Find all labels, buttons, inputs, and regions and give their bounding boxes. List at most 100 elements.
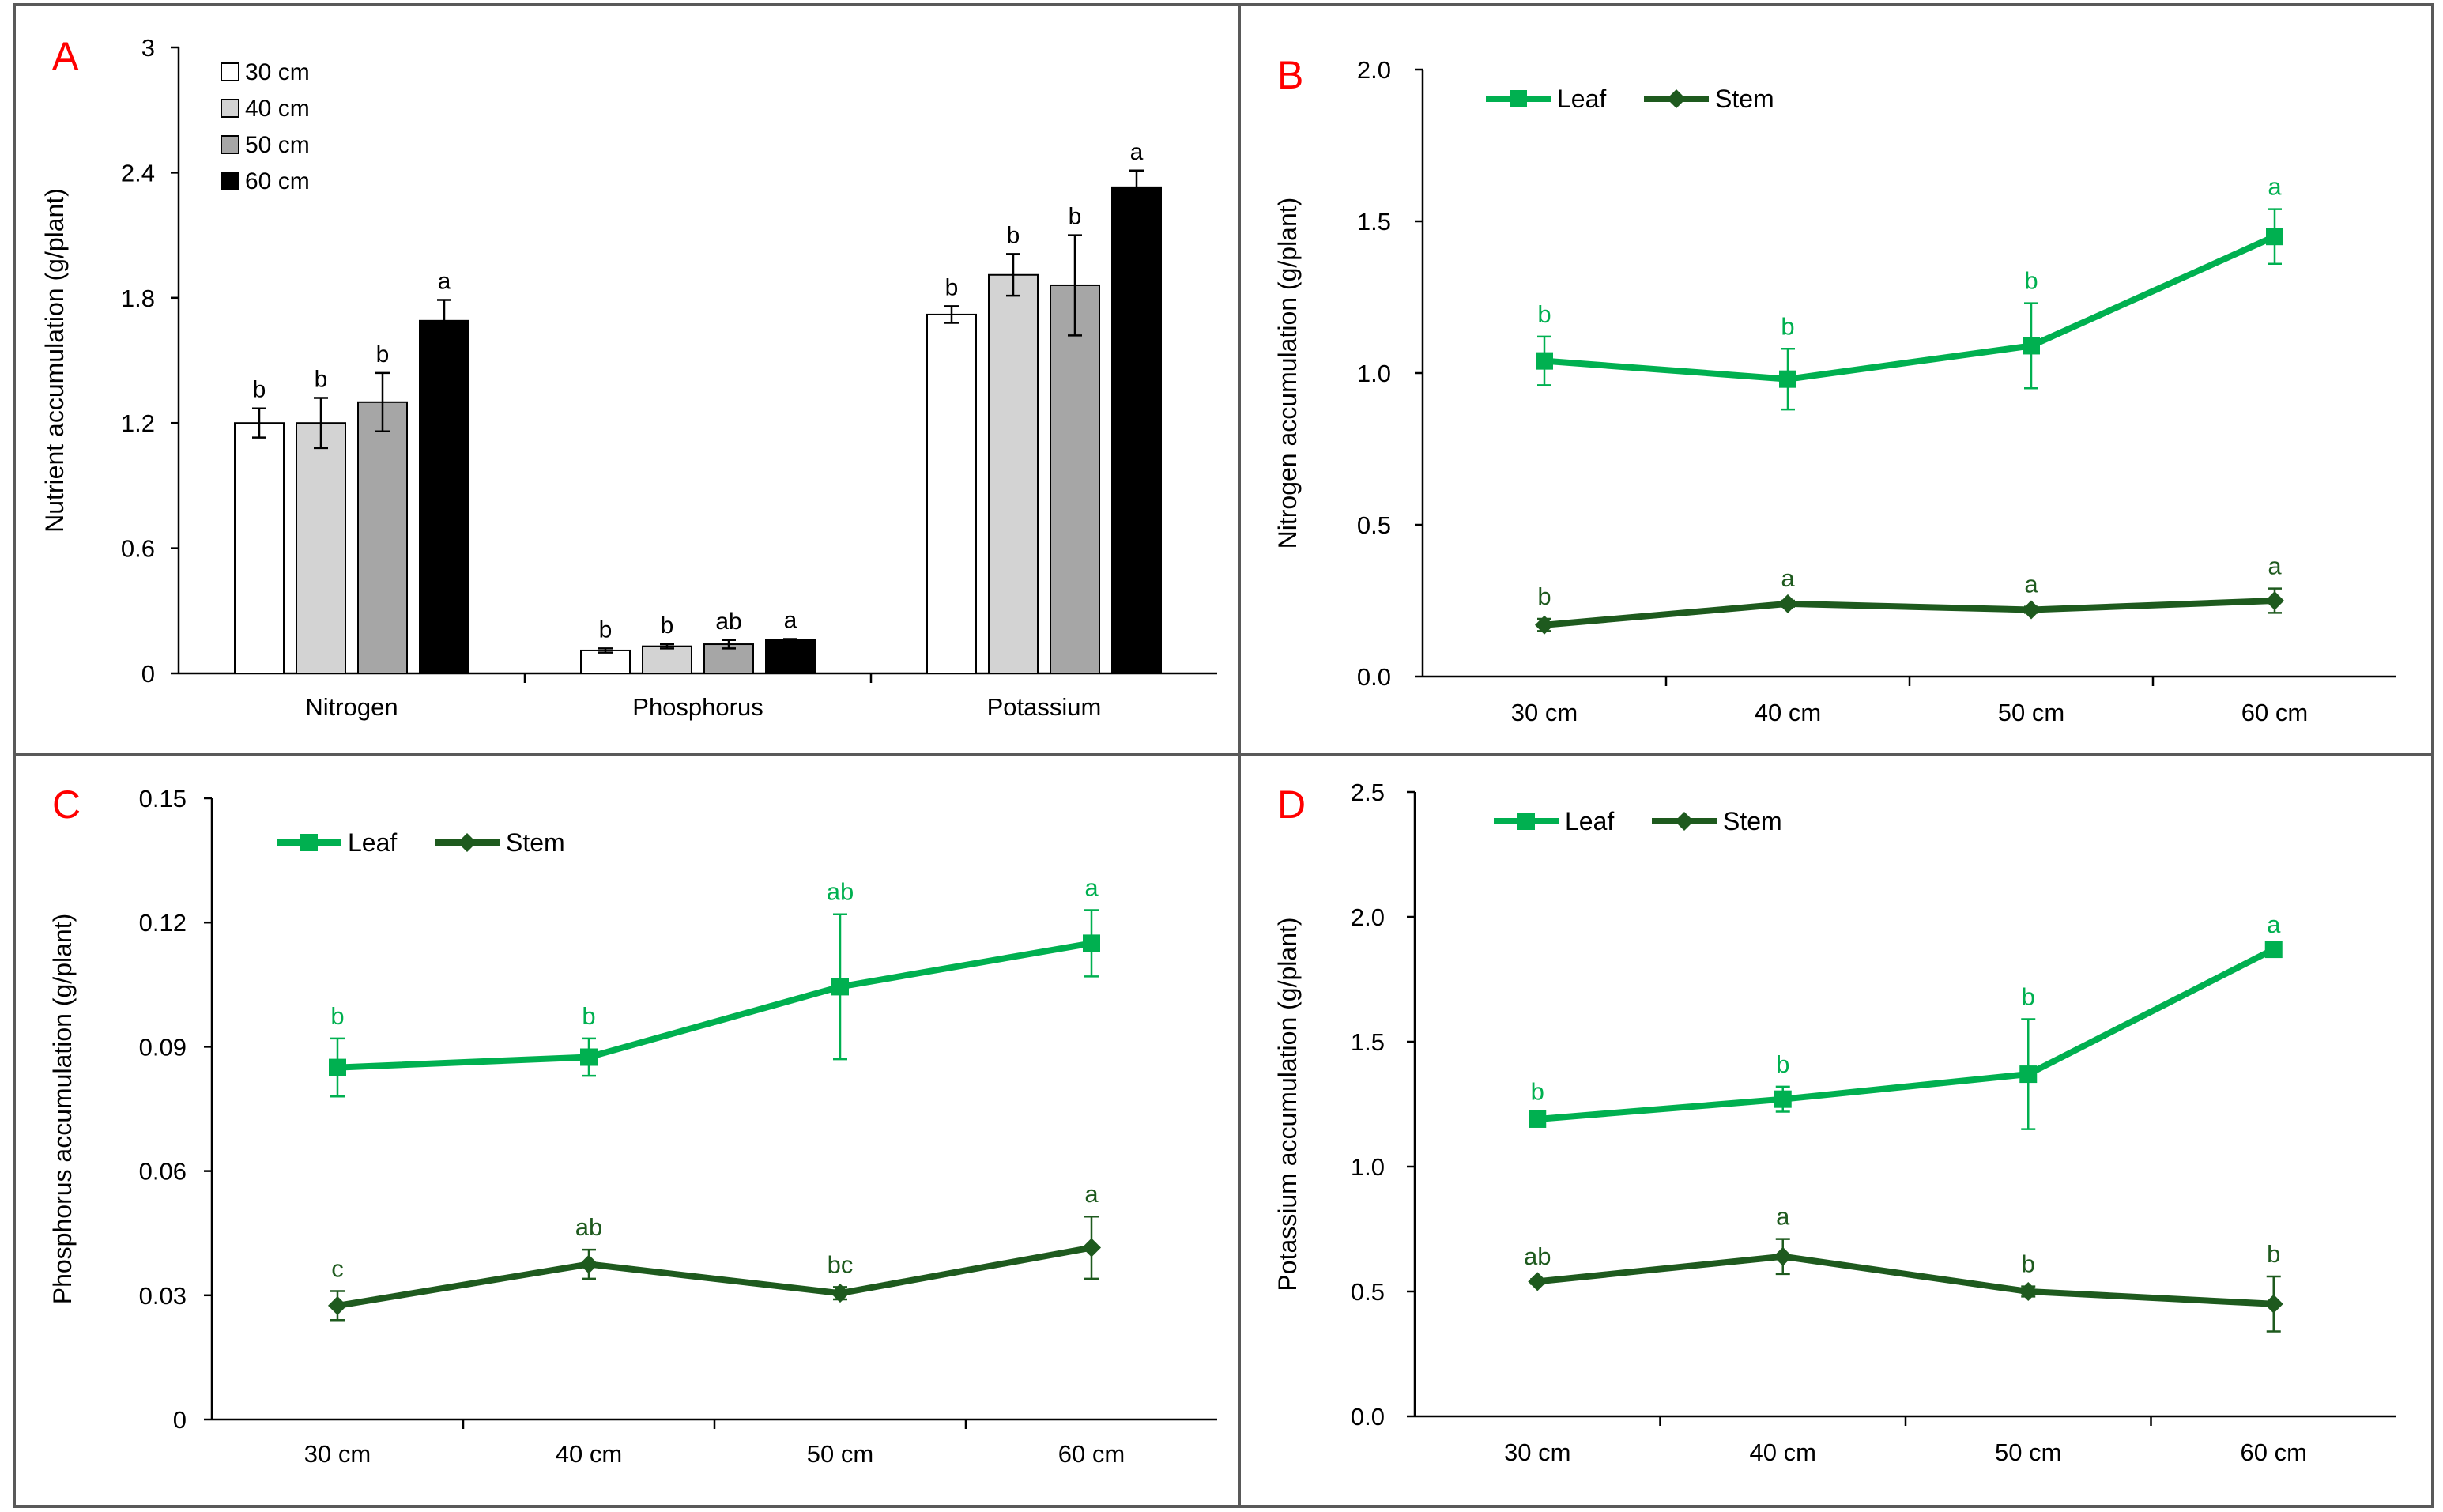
bar (1111, 186, 1162, 674)
y-tick-label: 2.4 (121, 159, 155, 187)
significance-letter: b (599, 616, 613, 643)
series-line (337, 1244, 1092, 1309)
bar (357, 401, 408, 674)
x-tick-label: 50 cm (1995, 1438, 2061, 1466)
y-tick-label: 0.12 (139, 909, 187, 937)
bar (580, 649, 631, 675)
significance-letter: a (1084, 873, 1099, 901)
diamond-marker (328, 1295, 347, 1315)
y-tick-label: 3 (141, 34, 155, 62)
square-marker (2266, 228, 2283, 246)
y-tick-label: 0.0 (1351, 1403, 1385, 1431)
significance-letter: b (1069, 204, 1082, 230)
legend-label: Stem (1723, 807, 1782, 835)
panel-d: D 0.0 0.5 1.0 1.5 2.0 2.5 30 cm 40 cm 50 cm 60 cm P… (1273, 779, 2396, 1466)
series-line (1544, 598, 2275, 628)
diamond-marker (1667, 89, 1686, 108)
diamond-marker (1535, 615, 1554, 635)
y-tick-label: 0.15 (139, 785, 187, 813)
square-marker (1083, 934, 1100, 952)
significance-letter: b (661, 613, 674, 639)
legend-swatch (221, 135, 239, 154)
diamond-marker (2264, 1294, 2283, 1314)
y-tick-label: 0.03 (139, 1282, 187, 1310)
diamond-marker (579, 1254, 598, 1274)
legend-label: Leaf (348, 828, 397, 857)
y-axis-title: Nutrient accumulation (g/plant) (40, 188, 69, 533)
series-line (337, 940, 1092, 1071)
panel-letter: B (1277, 53, 1303, 97)
diamond-marker (2019, 1282, 2038, 1301)
significance-letter: a (1084, 1180, 1099, 1208)
significance-letter: a (1781, 564, 1795, 592)
bar (642, 645, 692, 674)
legend-label: 40 cm (245, 96, 310, 122)
panel-letter: A (52, 34, 79, 78)
significance-letter: bc (828, 1250, 854, 1278)
significance-letter: b (2024, 267, 2038, 295)
square-marker (580, 1048, 598, 1066)
x-tick-label: 30 cm (304, 1440, 371, 1468)
x-tick-label: Phosphorus (632, 693, 763, 721)
y-tick-label: 0.6 (121, 535, 155, 563)
y-axis-title: Phosphorus accumulation (g/plant) (48, 914, 77, 1305)
square-marker (2023, 337, 2040, 355)
panel-letter: C (52, 782, 81, 827)
legend-label: Stem (506, 828, 565, 857)
y-tick-label: 1.5 (1351, 1028, 1385, 1056)
square-marker (329, 1058, 346, 1076)
significance-letter: b (1531, 1078, 1544, 1106)
panel-letter: D (1277, 782, 1306, 827)
y-tick-label: 0.5 (1351, 1278, 1385, 1306)
bar (419, 319, 469, 674)
legend-swatch (221, 172, 239, 190)
x-tick-label: 60 cm (2241, 699, 2308, 726)
diamond-marker (831, 1284, 850, 1303)
y-tick-label: 1.0 (1357, 360, 1391, 387)
panel-c: C 0 0.03 0.06 0.09 0.12 0.15 30 cm 40 cm 50 cm 60 … (48, 782, 1217, 1468)
y-tick-label: 2.5 (1351, 779, 1385, 806)
square-marker (1774, 1090, 1792, 1108)
significance-letter: ab (575, 1213, 602, 1241)
legend-label: Leaf (1557, 85, 1606, 113)
diamond-marker (1528, 1272, 1548, 1291)
square-marker (1779, 370, 1796, 388)
bar (926, 313, 977, 674)
significance-letter: a (1776, 1203, 1790, 1231)
legend-swatch (221, 99, 239, 118)
significance-letter: b (1537, 300, 1551, 328)
y-tick-label: 0.0 (1357, 663, 1391, 691)
x-tick-label: 50 cm (807, 1440, 873, 1468)
significance-letter: b (2022, 983, 2035, 1011)
diamond-marker (2022, 600, 2041, 620)
y-axis-title: Nitrogen accumulation (g/plant) (1273, 198, 1302, 549)
x-tick-label: 40 cm (1755, 699, 1821, 726)
panel-b: B 0.0 0.5 1.0 1.5 2.0 30 cm 40 cm 50 cm 60 cm Nitr… (1273, 53, 2396, 726)
significance-letter: c (331, 1255, 344, 1283)
x-tick-label: 60 cm (2241, 1438, 2307, 1466)
y-tick-label: 2.0 (1357, 56, 1391, 84)
bar (1050, 284, 1100, 674)
bar (988, 273, 1039, 674)
square-marker (2264, 941, 2283, 959)
diamond-marker (2265, 591, 2284, 610)
significance-letter: a (784, 607, 797, 633)
significance-letter: b (2267, 1240, 2280, 1268)
significance-letter: ab (1524, 1242, 1551, 1270)
bar (765, 639, 816, 675)
y-tick-label: 1.8 (121, 285, 155, 312)
significance-letter: a (2267, 911, 2281, 938)
x-tick-label: 30 cm (1504, 1438, 1570, 1466)
diamond-marker (1082, 1238, 1101, 1257)
y-tick-label: 0 (173, 1406, 187, 1434)
x-tick-label: 50 cm (1998, 699, 2064, 726)
y-tick-label: 0 (141, 660, 155, 688)
square-marker (1536, 352, 1553, 370)
x-tick-label: Nitrogen (305, 693, 398, 721)
y-tick-label: 1.2 (121, 409, 155, 437)
x-tick-label: 60 cm (1058, 1440, 1125, 1468)
series-line (1544, 233, 2276, 383)
significance-letter: b (582, 1002, 595, 1030)
square-marker (300, 834, 318, 851)
